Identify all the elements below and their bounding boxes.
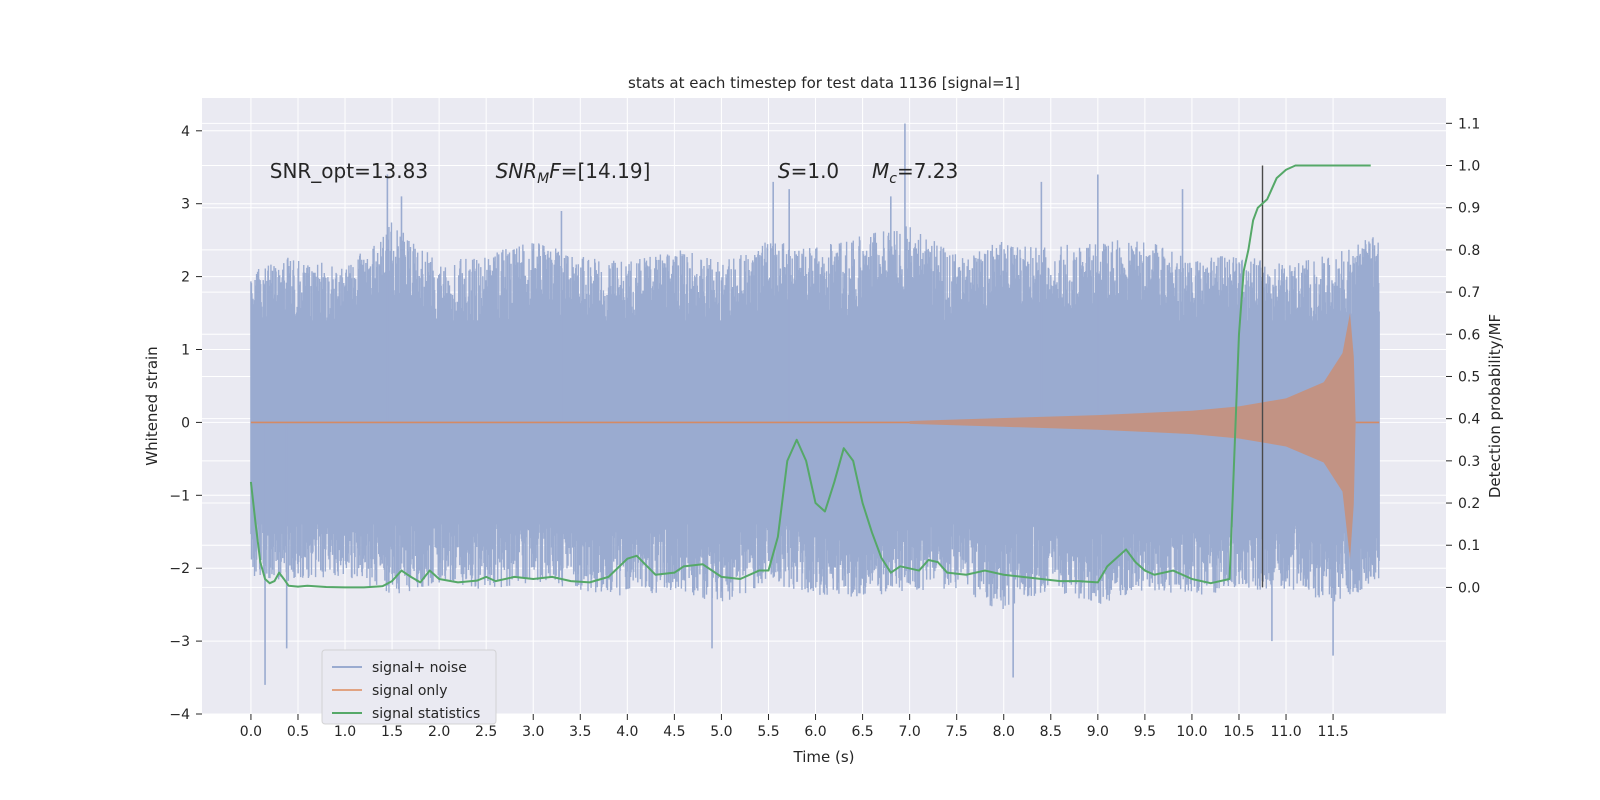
x-tick-label: 2.5 (475, 724, 497, 740)
right-tick-label: 0.0 (1458, 580, 1480, 596)
right-tick-label: 0.2 (1458, 496, 1480, 512)
signal-only-series (250, 313, 1380, 560)
x-tick-label: 11.0 (1270, 724, 1301, 740)
signal-statistics-line (249, 164, 1371, 589)
annotation: SNR_opt=13.83 (270, 159, 428, 183)
y-tick-label: 4 (181, 124, 190, 140)
right-y-axis: 0.0 0.1 0.2 0.3 0.4 0.5 0.6 0.7 0.8 0.9 1.0 1.1 (1446, 116, 1480, 596)
x-tick-label: 5.5 (757, 724, 779, 740)
x-tick-label: 9.5 (1134, 724, 1156, 740)
x-tick-label: 5.0 (710, 724, 732, 740)
annotation: Mc=7.23 (872, 159, 958, 187)
x-tick-label: 4.0 (616, 724, 638, 740)
y-tick-label: −3 (169, 634, 190, 650)
right-tick-label: 0.4 (1458, 412, 1480, 428)
x-tick-label: 3.5 (569, 724, 591, 740)
x-tick-label: 0.0 (240, 724, 262, 740)
y-tick-label: 3 (181, 197, 190, 213)
right-tick-label: 0.8 (1458, 243, 1480, 259)
y-tick-label: −4 (169, 707, 190, 723)
annotation: S=1.0 (778, 159, 839, 183)
x-tick-label: 11.5 (1317, 724, 1348, 740)
signal-only-chirp (909, 313, 1356, 560)
y-tick-label: 2 (181, 270, 190, 286)
right-y-axis-label: Detection probability/MF (1486, 314, 1504, 498)
y-tick-label: 1 (181, 343, 190, 359)
x-tick-label: 8.0 (993, 724, 1015, 740)
left-y-axis: −4 −3 −2 −1 0 1 2 3 4 (169, 124, 202, 723)
right-tick-label: 0.1 (1458, 538, 1480, 554)
x-tick-label: 7.0 (898, 724, 920, 740)
y-tick-label: −1 (169, 488, 190, 504)
right-tick-label: 0.9 (1458, 201, 1480, 217)
right-tick-label: 0.7 (1458, 285, 1480, 301)
right-tick-label: 1.1 (1458, 116, 1480, 132)
x-tick-label: 2.0 (428, 724, 450, 740)
legend: signal+ noise signal only signal statistic… (321, 649, 497, 725)
legend-label: signal only (372, 683, 447, 699)
right-tick-label: 0.6 (1458, 327, 1480, 343)
x-tick-label: 6.5 (851, 724, 873, 740)
x-tick-label: 10.0 (1176, 724, 1207, 740)
right-tick-label: 0.5 (1458, 369, 1480, 385)
x-tick-label: 4.5 (663, 724, 685, 740)
x-tick-label: 7.5 (946, 724, 968, 740)
y-tick-label: −2 (169, 561, 190, 577)
x-tick-label: 10.5 (1223, 724, 1254, 740)
annotation: SNRMF=[14.19] (496, 159, 651, 187)
x-tick-label: 9.0 (1087, 724, 1109, 740)
annotations: SNR_opt=13.83 SNRMF=[14.19] S=1.0 Mc=7.23 (270, 159, 959, 187)
chart-title: stats at each timestep for test data 113… (628, 74, 1020, 92)
right-tick-label: 0.3 (1458, 454, 1480, 470)
x-tick-label: 3.0 (522, 724, 544, 740)
signal-statistics-series (249, 164, 1371, 589)
x-tick-label: 6.0 (804, 724, 826, 740)
legend-label: signal+ noise (372, 660, 467, 676)
y-axis-label: Whitened strain (143, 346, 161, 465)
x-tick-label: 1.0 (334, 724, 356, 740)
x-tick-label: 8.5 (1040, 724, 1062, 740)
legend-box (321, 649, 497, 725)
right-tick-label: 1.0 (1458, 159, 1480, 175)
y-tick-label: 0 (181, 415, 190, 431)
x-tick-label: 0.5 (287, 724, 309, 740)
legend-label: signal statistics (372, 706, 480, 722)
x-axis-label: Time (s) (793, 748, 855, 766)
x-tick-label: 1.5 (381, 724, 403, 740)
